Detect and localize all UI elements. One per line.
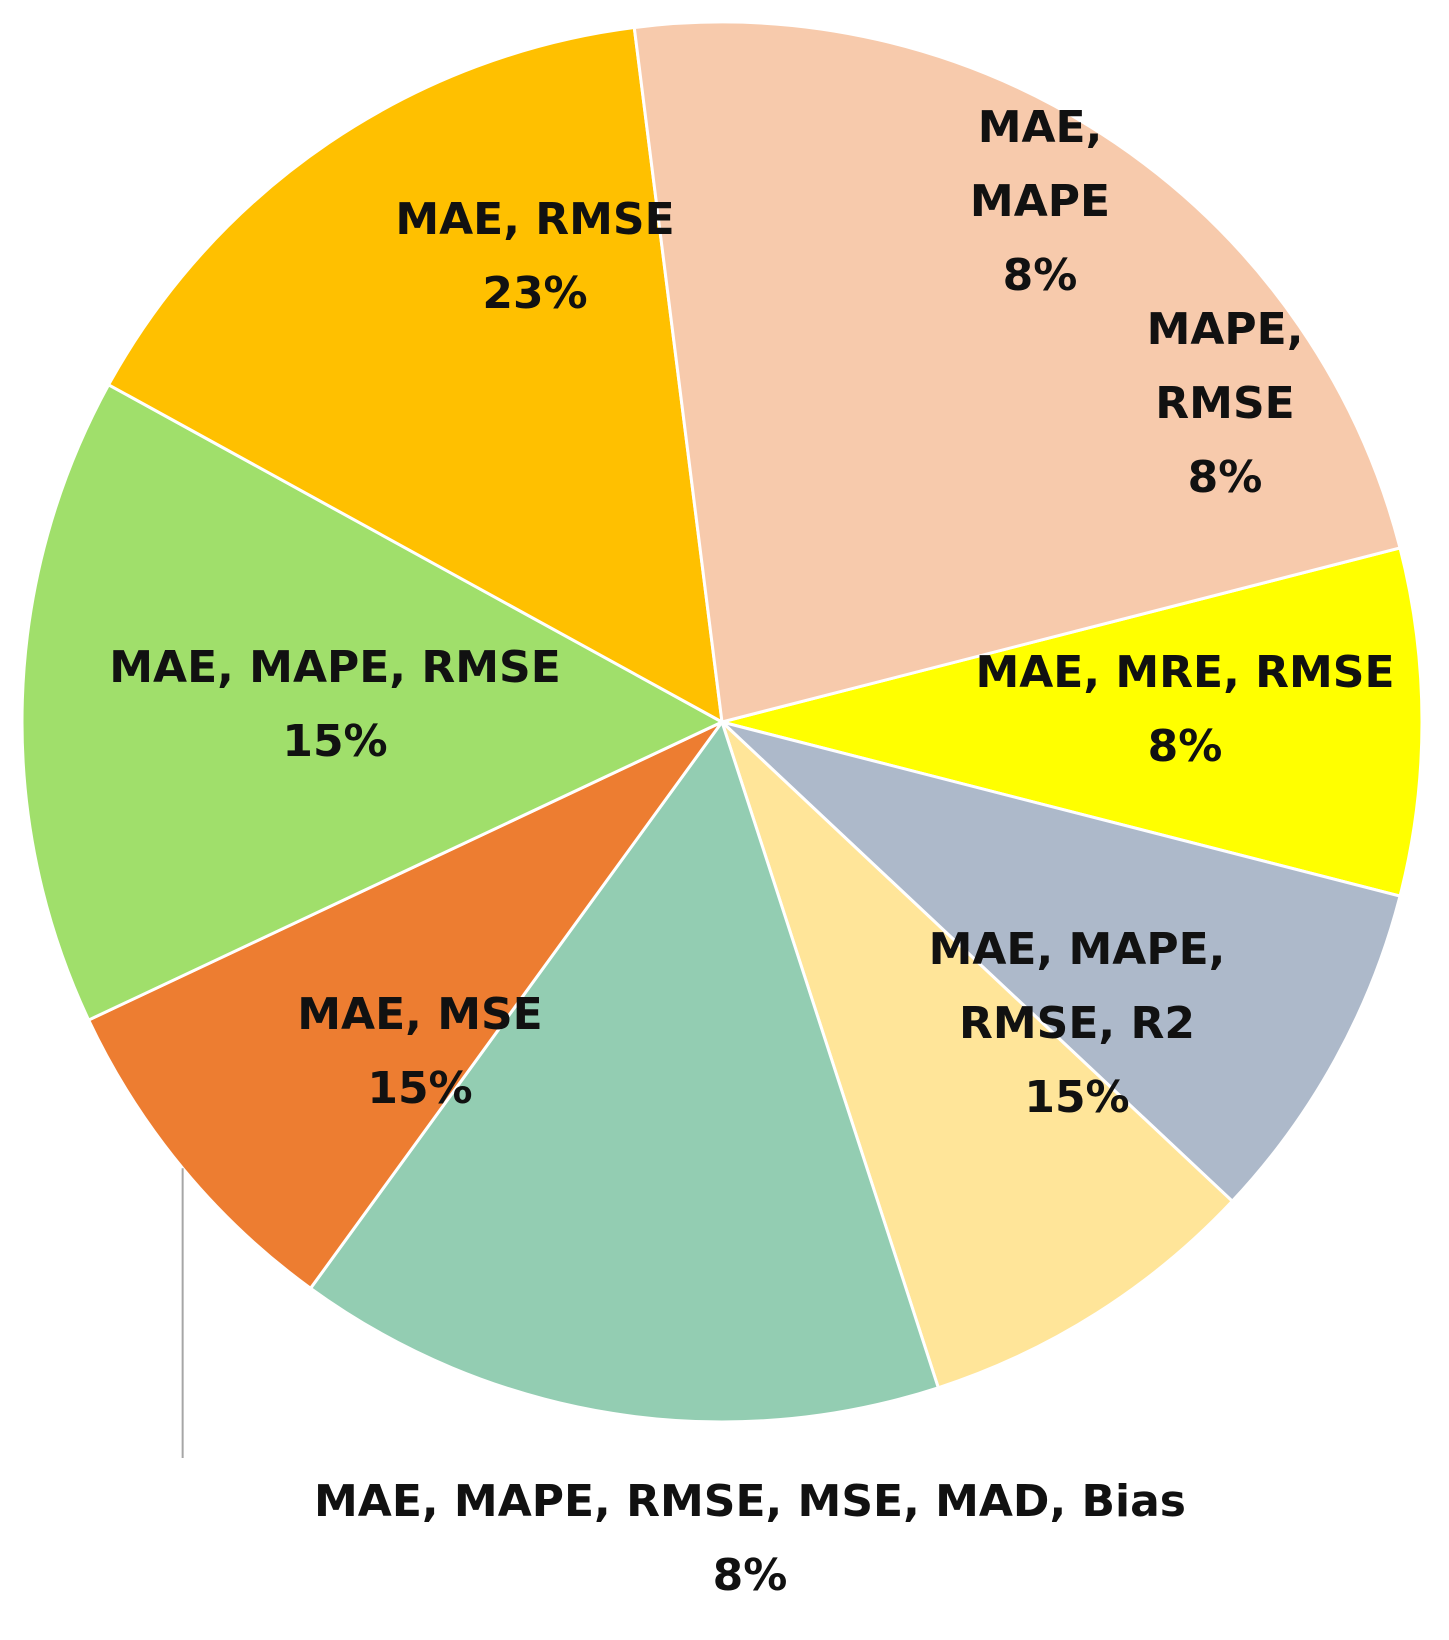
slice-label-line: MAE, MAPE, [929,924,1226,975]
slice-label-3: MAE, MRE, RMSE 8% [975,647,1394,772]
slice-label-line: RMSE [1155,378,1294,429]
slice-label-line: RMSE, R2 [959,998,1195,1049]
slice-label-7: MAE, MAPE, RMSE 15% [109,642,561,767]
slice-label-line: MAE, MAPE, RMSE, MSE, MAD, Bias [314,1476,1186,1527]
pie-slice-3 [720,720,1235,1390]
slice-label-line: MAPE, [1147,304,1304,355]
slice-label-line: 15% [1024,1072,1129,1123]
slice-label-8: MAE, RMSE 23% [395,194,674,319]
pie-slice-2 [720,720,1402,1204]
slices-layer [20,20,1424,1424]
slice-label-6: MAE, MSE 15% [297,989,542,1114]
slice-label-line: 8% [713,1550,788,1601]
slice-label-line: MAE, [978,102,1103,153]
slice-label-line: MAE, RMSE [395,194,674,245]
slice-label-1: MAE, MAPE 8% [970,102,1110,301]
pie-slice-6 [20,382,726,1023]
slice-label-line: 8% [1003,250,1078,301]
slice-label-line: MAPE [970,176,1110,227]
slice-label-line: MAE, MRE, RMSE [975,647,1394,698]
slice-label-line: MAE, MAPE, RMSE [109,642,561,693]
slice-label-line: 15% [282,716,387,767]
pie-slice-1 [721,546,1424,898]
slice-label-line: 8% [1188,452,1263,503]
slice-label-line: 8% [1148,721,1223,772]
slice-label-4: MAE, MAPE, RMSE, R2 15% [929,924,1226,1123]
pie-slice-4 [308,718,941,1424]
pie-slice-7 [106,25,724,725]
pie-slice-8 [632,20,1402,724]
labels-layer: MAE, MAPE 8%MAPE, RMSE 8%MAE, MRE, RMSE 8%MAE… [109,102,1394,1601]
slice-label-2: MAPE, RMSE 8% [1147,304,1304,503]
slice-label-line: 23% [482,268,587,319]
slice-label-line: 15% [367,1063,472,1114]
slice-label-line: MAE, MSE [297,989,542,1040]
slice-label-5: MAE, MAPE, RMSE, MSE, MAD, Bias 8% [314,1476,1186,1601]
